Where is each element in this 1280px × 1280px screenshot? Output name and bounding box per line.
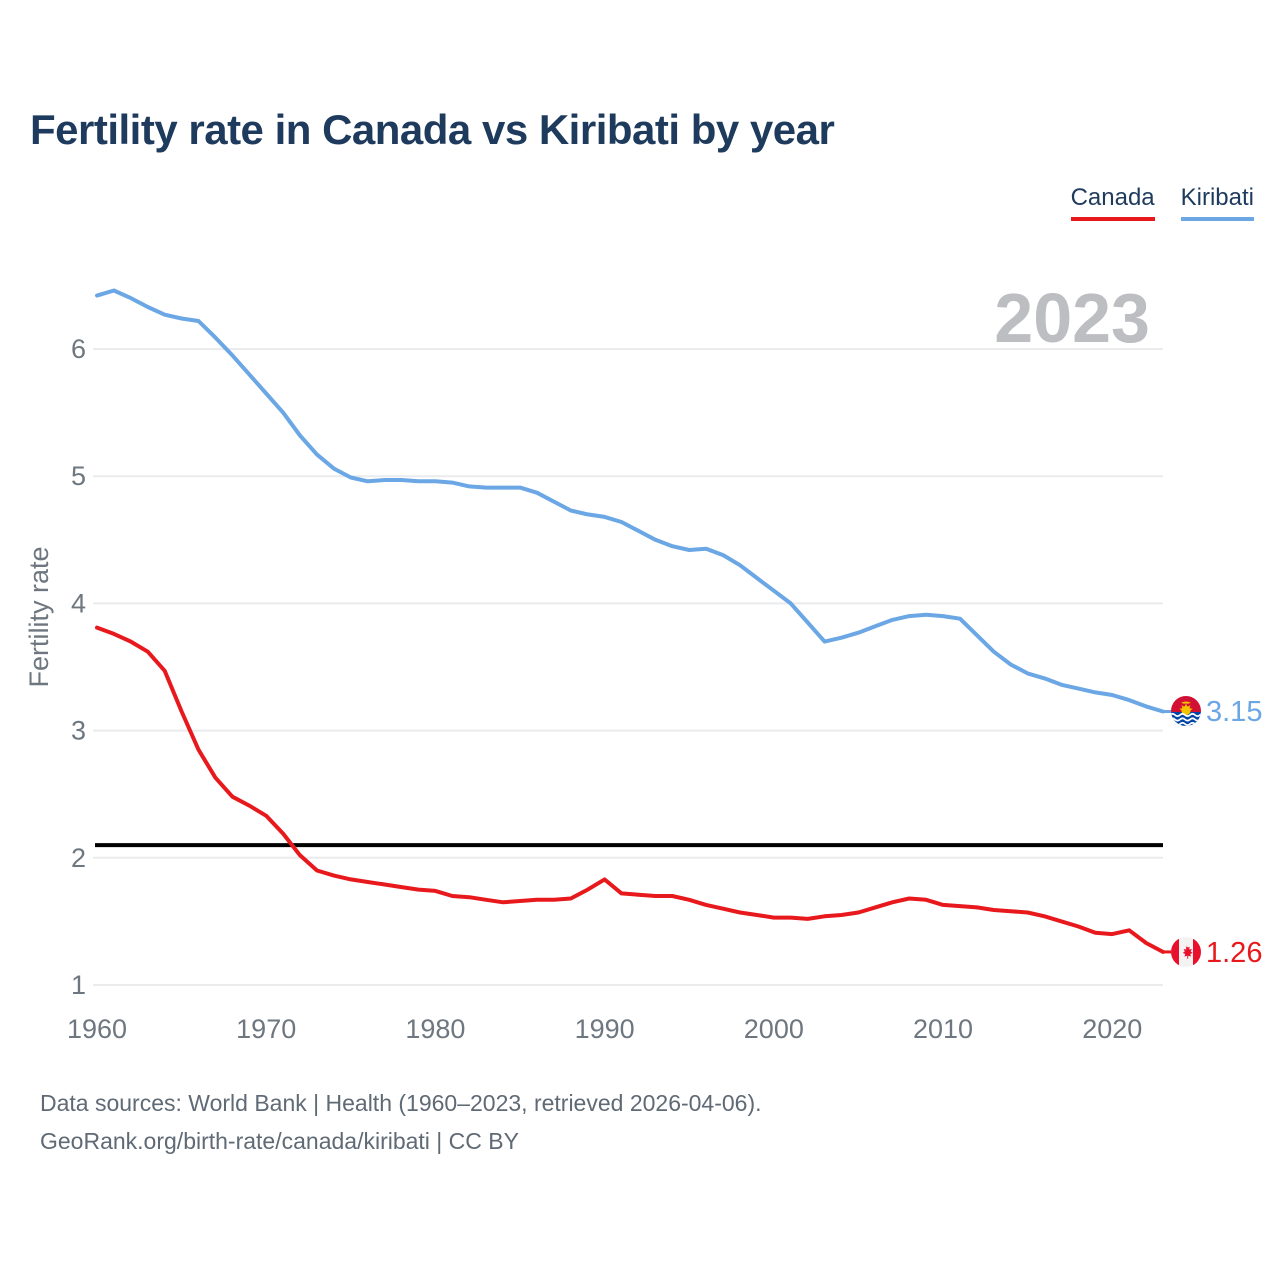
footer-sources: Data sources: World Bank | Health (1960–… <box>40 1090 762 1116</box>
xtick-2000: 2000 <box>744 1014 804 1044</box>
y-axis-label: Fertility rate <box>24 546 54 687</box>
legend-item-kiribati[interactable]: Kiribati <box>1180 184 1254 221</box>
kiribati-end-value: 3.15 <box>1206 696 1263 728</box>
ytick-6: 6 <box>71 334 86 364</box>
legend-label-kiribati: Kiribati <box>1180 184 1254 211</box>
series-line-kiribati[interactable] <box>95 288 1165 714</box>
page-title: Fertility rate in Canada vs Kiribati by … <box>30 106 835 153</box>
canada-flag-icon <box>1171 937 1201 967</box>
kiribati-flag-icon <box>1171 696 1201 726</box>
canada-end-value: 1.26 <box>1206 937 1263 969</box>
legend: Canada Kiribati <box>1070 184 1254 221</box>
xtick-2020: 2020 <box>1082 1014 1142 1044</box>
ytick-5: 5 <box>71 461 86 491</box>
year-watermark: 2023 <box>994 279 1150 357</box>
footer-attribution: GeoRank.org/birth-rate/canada/kiribati |… <box>40 1128 519 1154</box>
xtick-1960: 1960 <box>67 1014 127 1044</box>
legend-label-canada: Canada <box>1070 184 1155 211</box>
legend-item-canada[interactable]: Canada <box>1070 184 1155 221</box>
ytick-2: 2 <box>71 843 86 873</box>
series-line-canada[interactable] <box>95 625 1165 954</box>
xtick-1970: 1970 <box>236 1014 296 1044</box>
footer: Data sources: World Bank | Health (1960–… <box>40 1084 762 1160</box>
xtick-2010: 2010 <box>913 1014 973 1044</box>
xtick-1980: 1980 <box>405 1014 465 1044</box>
ytick-4: 4 <box>71 588 86 618</box>
xtick-1990: 1990 <box>575 1014 635 1044</box>
ytick-1: 1 <box>71 970 86 1000</box>
ytick-3: 3 <box>71 716 86 746</box>
